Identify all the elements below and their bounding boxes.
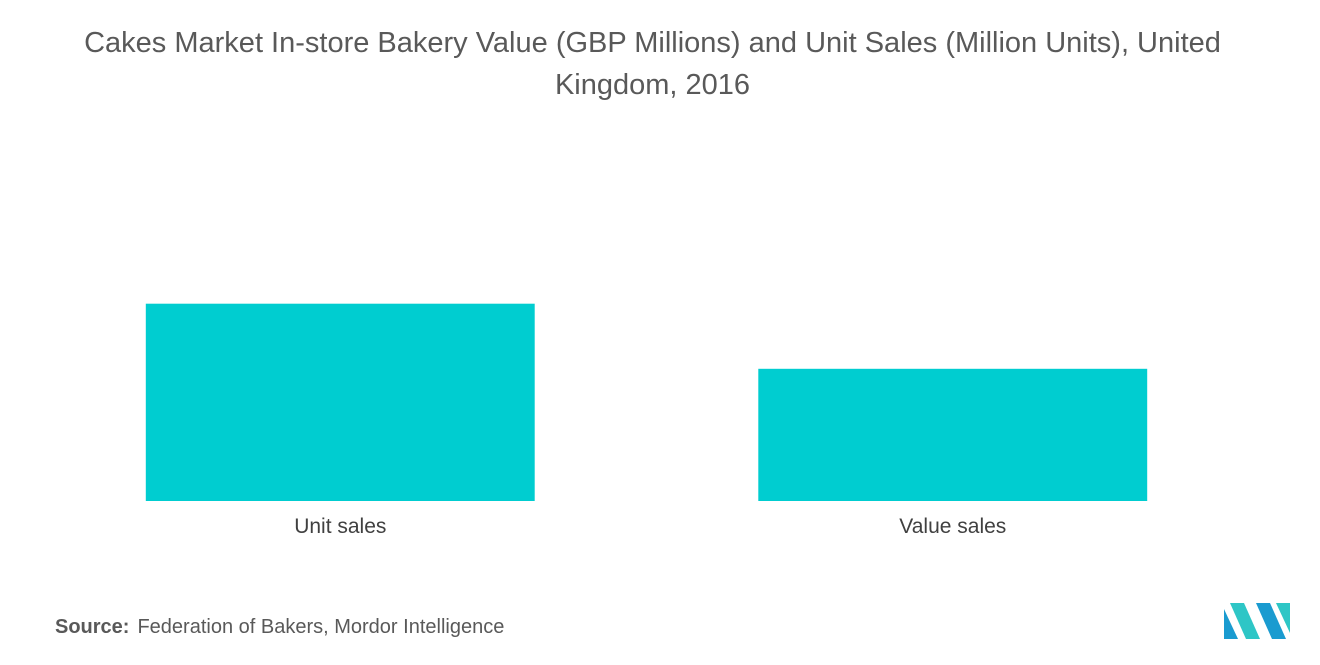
category-labels-group: Unit sales Value sales	[294, 515, 1006, 538]
bar-chart: Unit sales Value sales	[145, 303, 1148, 538]
bar-unit-sales	[145, 303, 535, 501]
source-text: Federation of Bakers, Mordor Intelligenc…	[137, 616, 505, 638]
bar-value-sales	[758, 368, 1148, 501]
bars-group	[145, 303, 1148, 501]
category-label: Unit sales	[294, 515, 386, 538]
category-label: Value sales	[899, 515, 1006, 538]
source-note: Source: Federation of Bakers, Mordor Inte…	[55, 616, 504, 639]
source-label: Source:	[55, 616, 130, 638]
chart-title: Cakes Market In-store Bakery Value (GBP …	[84, 27, 1221, 101]
mordor-intelligence-logo-icon	[1224, 603, 1290, 639]
